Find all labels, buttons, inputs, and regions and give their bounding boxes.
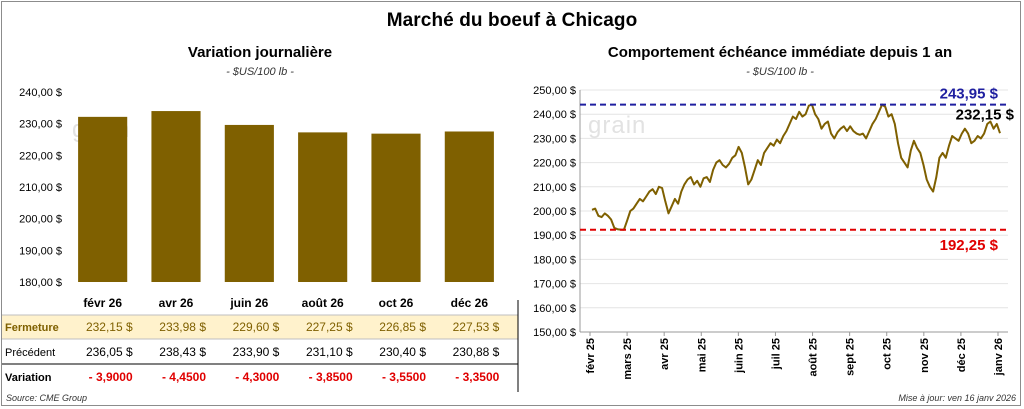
line-x-tick-label: oct 25 <box>882 338 894 370</box>
line-y-tick-label: 160,00 $ <box>533 303 576 315</box>
bar-y-tick-label: 180,00 $ <box>19 277 62 289</box>
table-cell: 230,40 $ <box>379 345 426 359</box>
update-note: Mise à jour: ven 16 janv 2026 <box>898 393 1016 403</box>
line-x-tick-label: nov 25 <box>919 338 931 373</box>
source-note: Source: CME Group <box>6 393 88 403</box>
bar-x-category-label: avr 26 <box>159 296 194 310</box>
bar <box>371 133 421 282</box>
line-x-tick-label: mai 25 <box>696 338 708 372</box>
high-value-label: 243,95 $ <box>940 86 999 103</box>
bar-y-tick-label: 220,00 $ <box>19 150 62 162</box>
line-x-tick-label: déc 25 <box>956 338 968 372</box>
bar-chart-title: Variation journalière <box>187 44 333 61</box>
line-x-tick-label: juin 25 <box>733 338 745 374</box>
line-y-tick-label: 170,00 $ <box>533 279 576 291</box>
table-row-label: Variation <box>5 372 52 384</box>
table-cell: - 4,4500 <box>162 370 206 384</box>
bar-x-category-label: juin 26 <box>229 296 268 310</box>
table-cell: 232,15 $ <box>86 320 133 334</box>
line-x-tick-label: mars 25 <box>622 338 634 380</box>
line-y-tick-label: 240,00 $ <box>533 109 576 121</box>
table-cell: - 3,8500 <box>309 370 353 384</box>
table-cell: 231,10 $ <box>306 345 353 359</box>
table-cell: 230,88 $ <box>453 345 500 359</box>
line-x-tick-label: févr 25 <box>585 338 597 373</box>
closing-row-background <box>2 315 518 339</box>
table-cell: 233,98 $ <box>159 320 206 334</box>
line-y-tick-label: 180,00 $ <box>533 254 576 266</box>
line-x-tick-label: sept 25 <box>845 338 857 376</box>
bar <box>151 111 201 283</box>
low-value-label: 192,25 $ <box>940 237 999 254</box>
bar <box>78 116 128 282</box>
line-y-tick-label: 150,00 $ <box>533 327 576 339</box>
line-x-tick-label: août 25 <box>808 338 820 377</box>
table-cell: 229,60 $ <box>233 320 280 334</box>
table-cell: 226,85 $ <box>379 320 426 334</box>
bar-y-tick-label: 200,00 $ <box>19 214 62 226</box>
table-cell: - 3,3500 <box>455 370 499 384</box>
line-y-tick-label: 200,00 $ <box>533 206 576 218</box>
line-x-tick-label: janv 26 <box>993 338 1005 376</box>
line-y-tick-label: 230,00 $ <box>533 133 576 145</box>
bar <box>298 132 348 282</box>
table-row-label: Fermeture <box>5 322 59 334</box>
table-cell: 236,05 $ <box>86 345 133 359</box>
line-chart-title: Comportement échéance immédiate depuis 1… <box>607 44 953 61</box>
line-y-tick-label: 190,00 $ <box>533 230 576 242</box>
bar <box>444 131 494 282</box>
bar-y-tick-label: 230,00 $ <box>19 119 62 131</box>
bar-x-category-label: août 26 <box>302 296 344 310</box>
bar-y-tick-label: 210,00 $ <box>19 182 62 194</box>
table-cell: 227,25 $ <box>306 320 353 334</box>
bar-chart-unit: - $US/100 lb - <box>226 66 294 78</box>
line-x-tick-label: juil 25 <box>770 338 782 370</box>
table-cell: 227,53 $ <box>453 320 500 334</box>
line-y-tick-label: 220,00 $ <box>533 158 576 170</box>
line-x-tick-label: avr 25 <box>659 338 671 370</box>
bar <box>224 124 274 282</box>
bar-x-category-label: oct 26 <box>379 296 414 310</box>
dashboard-title: Marché du boeuf à Chicago <box>386 10 638 31</box>
table-cell: 238,43 $ <box>159 345 206 359</box>
bar-y-tick-label: 240,00 $ <box>19 87 62 99</box>
bar-x-category-label: févr 26 <box>83 296 122 310</box>
table-cell: - 4,3000 <box>235 370 279 384</box>
table-cell: 233,90 $ <box>233 345 280 359</box>
price-series-line <box>591 103 1001 231</box>
line-y-tick-label: 210,00 $ <box>533 182 576 194</box>
last-value-label: 232,15 $ <box>956 107 1015 124</box>
table-row-label: Précédent <box>5 347 55 359</box>
line-chart-unit: - $US/100 lb - <box>746 66 814 78</box>
line-y-tick-label: 250,00 $ <box>533 85 576 97</box>
bar-y-tick-label: 190,00 $ <box>19 245 62 257</box>
table-cell: - 3,9000 <box>89 370 133 384</box>
bar-x-category-label: déc 26 <box>451 296 489 310</box>
table-cell: - 3,5500 <box>382 370 426 384</box>
